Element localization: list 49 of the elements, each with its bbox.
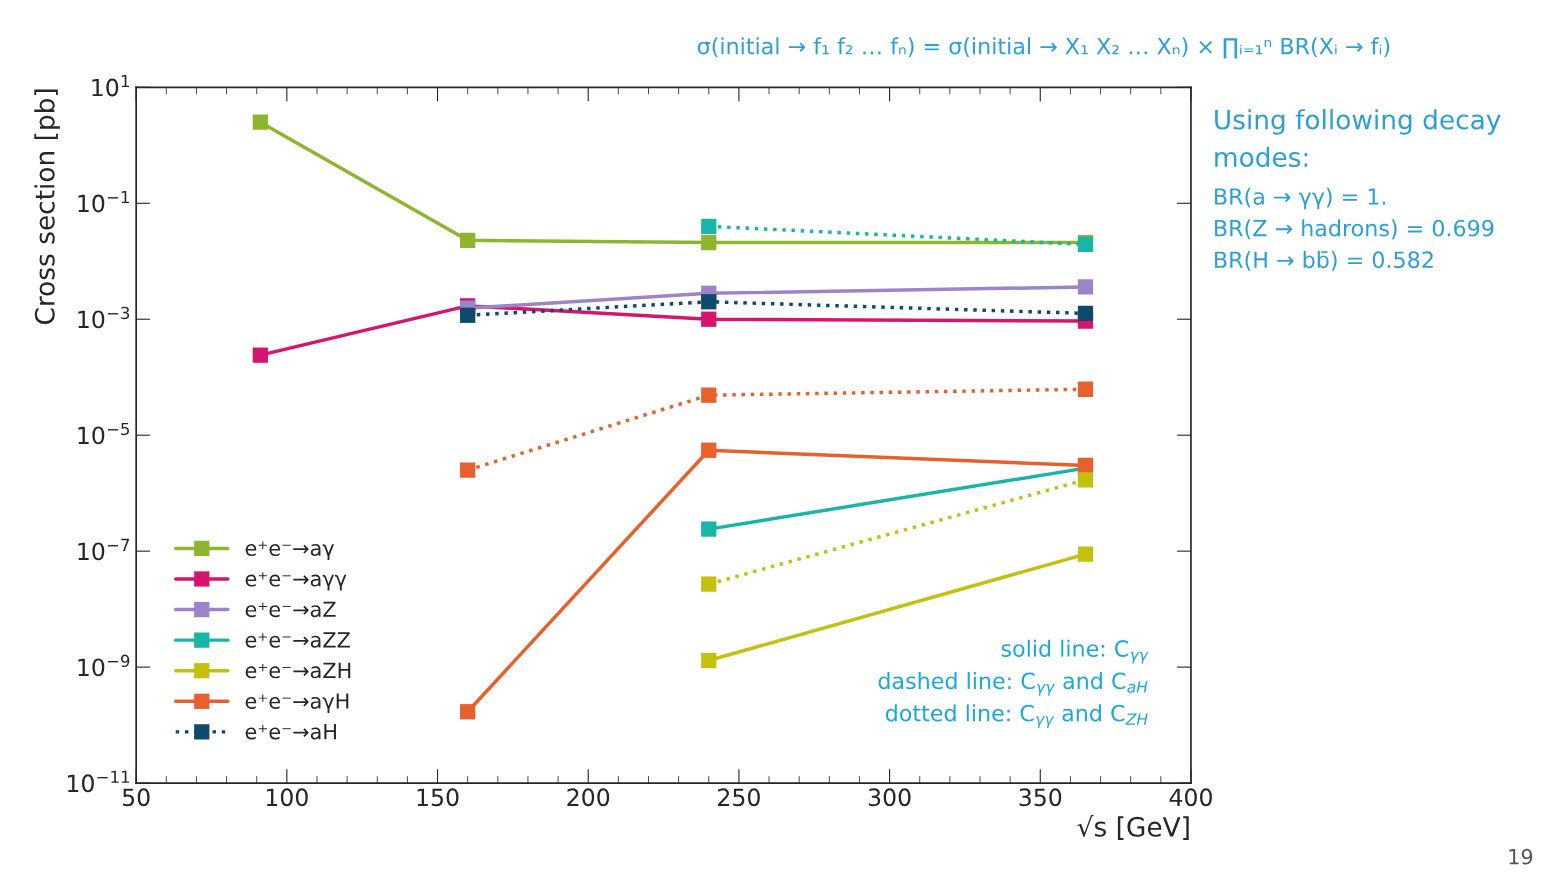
y-tick-label: 10$^{1}$ bbox=[92, 75, 129, 97]
annotation: dotted line: C$_{γγ}$ and C$_{ZH}$ bbox=[885, 704, 1148, 729]
point bbox=[701, 294, 717, 310]
annotation: solid line: C$_{γγ}$ bbox=[1001, 639, 1149, 664]
point bbox=[460, 462, 476, 478]
legend-label: e⁺e⁻→aγγ bbox=[245, 572, 347, 591]
text: 19 bbox=[1509, 848, 1533, 865]
legend-label: e⁺e⁻→aγ bbox=[245, 541, 335, 561]
point bbox=[701, 576, 717, 592]
x-tick-label: 400 bbox=[1169, 788, 1212, 807]
x-tick-label: 300 bbox=[868, 788, 911, 807]
y-tick-label: 10$^{−3}$ bbox=[78, 306, 130, 329]
y-tick-label: 10$^{−7}$ bbox=[78, 538, 130, 561]
point bbox=[1077, 472, 1094, 488]
legend-label: e⁺e⁻→aγH bbox=[245, 693, 349, 713]
point bbox=[252, 347, 268, 363]
point bbox=[1077, 546, 1094, 562]
point bbox=[701, 521, 717, 537]
point bbox=[460, 232, 476, 248]
legend-label: e⁺e⁻→aH bbox=[245, 723, 336, 740]
y-tick-label: 10$^{−9}$ bbox=[78, 654, 130, 677]
annotation: dashed line: C$_{γγ}$ and C$_{aH}$ bbox=[878, 672, 1148, 696]
point bbox=[701, 442, 717, 458]
x-tick-label: 200 bbox=[567, 788, 610, 807]
point bbox=[701, 311, 717, 327]
point bbox=[1077, 305, 1094, 322]
point bbox=[701, 652, 717, 669]
point bbox=[252, 114, 268, 130]
x-tick-label: 250 bbox=[718, 788, 760, 807]
y-tick-label: 10$^{−5}$ bbox=[78, 422, 129, 445]
y-axis-title: Cross section [pb] bbox=[34, 89, 60, 325]
point bbox=[1077, 279, 1094, 295]
point bbox=[701, 218, 717, 234]
point bbox=[460, 307, 476, 323]
x-tick-label: 100 bbox=[266, 788, 308, 807]
x-tick-label: 350 bbox=[1019, 788, 1062, 807]
x-axis-title: √s [GeV] bbox=[1077, 815, 1189, 840]
legend-label: e⁺e⁻→aZ bbox=[245, 601, 336, 618]
point bbox=[701, 387, 717, 403]
text: σ(initial → f₁ f₂ … fₙ) = σ(initial → X₁ X₂ … Xₙ) × ∏ᵢ₌₁ⁿ BR(Xᵢ → fᵢ) bbox=[697, 37, 1390, 59]
legend-label: e⁺e⁻→aZH bbox=[245, 662, 351, 679]
text: Using following decay modes: bbox=[1215, 109, 1501, 168]
legend-label: e⁺e⁻→aZZ bbox=[245, 632, 350, 648]
x-tick-label: 150 bbox=[417, 788, 459, 807]
point bbox=[1077, 381, 1094, 397]
point bbox=[460, 704, 476, 720]
point bbox=[701, 234, 717, 251]
y-tick-label: 10$^{−1}$ bbox=[78, 190, 129, 213]
text: BR(a → γγ) = 1. BR(Z → hadrons) = 0.699 BR(H → bb̄) = 0.582 bbox=[1215, 187, 1494, 271]
